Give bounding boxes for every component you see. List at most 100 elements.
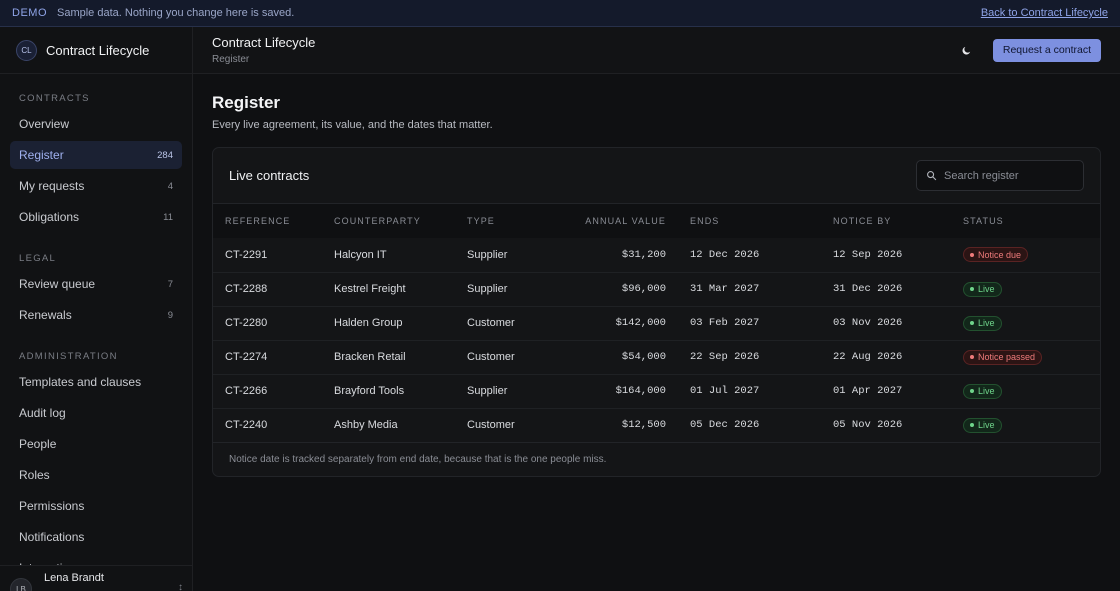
- card-footnote: Notice date is tracked separately from e…: [213, 442, 1100, 475]
- cell-counterparty: Halcyon IT: [334, 248, 387, 261]
- col-reference[interactable]: REFERENCE: [225, 216, 291, 226]
- table-row[interactable]: CT-2280 Halden Group Customer $142,000 0…: [213, 306, 1100, 340]
- col-status[interactable]: STATUS: [963, 216, 1004, 226]
- breadcrumb: Register: [212, 54, 250, 65]
- sidebar-item-label: Templates and clauses: [19, 375, 142, 389]
- sidebar-item-review-queue[interactable]: Review queue 7: [10, 270, 182, 298]
- sidebar-item-permissions[interactable]: Permissions: [10, 492, 182, 520]
- col-counterparty[interactable]: COUNTERPARTY: [334, 216, 421, 226]
- sidebar-item-renewals[interactable]: Renewals 9: [10, 301, 182, 329]
- cell-type: Customer: [467, 317, 515, 329]
- search-input[interactable]: [944, 169, 1074, 182]
- cell-notice-by: 31 Dec 2026: [833, 283, 903, 295]
- cell-annual-value: $54,000: [621, 351, 666, 363]
- sidebar-item-register[interactable]: Register 284: [10, 141, 182, 169]
- col-annual-value[interactable]: ANNUAL VALUE: [585, 216, 666, 226]
- contracts-table: REFERENCE COUNTERPARTY TYPE ANNUAL VALUE…: [213, 204, 1100, 442]
- cell-annual-value: $96,000: [621, 283, 666, 295]
- cell-ends: 03 Feb 2027: [690, 317, 760, 329]
- status-dot: [970, 389, 974, 393]
- sidebar-item-templates[interactable]: Templates and clauses: [10, 368, 182, 396]
- back-link[interactable]: Back to Contract Lifecycle: [980, 7, 1108, 19]
- status-label: Notice due: [978, 249, 1022, 260]
- search-icon: [927, 171, 937, 181]
- status-badge: Live: [963, 383, 1002, 399]
- nav-label-administration: ADMINISTRATION: [19, 351, 118, 362]
- cell-annual-value: $31,200: [621, 248, 666, 261]
- sidebar-item-my-requests[interactable]: My requests 4: [10, 172, 182, 200]
- theme-toggle-button[interactable]: [957, 40, 977, 60]
- status-label: Notice passed: [978, 352, 1036, 362]
- demo-tag: DEMO: [12, 7, 47, 19]
- nav-group-contracts: CONTRACTS Overview Register 284 My reque…: [0, 86, 192, 231]
- sidebar-item-label: Overview: [19, 117, 70, 131]
- cell-type: Supplier: [467, 385, 508, 397]
- cell-notice-by: 05 Nov 2026: [833, 419, 903, 432]
- demo-banner: DEMO Sample data. Nothing you change her…: [0, 0, 1120, 27]
- status-label: Live: [978, 420, 995, 431]
- status-badge: Live: [963, 417, 1002, 433]
- status-badge: Live: [963, 281, 1002, 297]
- sidebar-item-label: Roles: [19, 468, 50, 482]
- nav-label-contracts: CONTRACTS: [19, 93, 90, 104]
- sidebar-item-count: 11: [163, 211, 173, 223]
- cell-status: Live: [951, 306, 1100, 340]
- cell-counterparty: Kestrel Freight: [334, 283, 406, 295]
- cell-type: Customer: [467, 351, 515, 363]
- table-row[interactable]: CT-2266 Brayford Tools Supplier $164,000…: [213, 374, 1100, 408]
- table-row[interactable]: CT-2288 Kestrel Freight Supplier $96,000…: [213, 272, 1100, 306]
- nav-group-legal: LEGAL Review queue 7 Renewals 9: [0, 246, 192, 329]
- cell-ends: 01 Jul 2027: [690, 385, 760, 397]
- search-box[interactable]: [916, 160, 1084, 191]
- cell-status: Notice due: [951, 238, 1100, 272]
- sidebar-item-audit-log[interactable]: Audit log: [10, 399, 182, 427]
- cell-type: Supplier: [467, 283, 508, 295]
- user-menu[interactable]: LB Lena Brandt ↕: [0, 565, 192, 591]
- cell-status: Live: [951, 374, 1100, 408]
- card-title: Live contracts: [229, 168, 310, 183]
- sidebar-item-label: My requests: [19, 179, 85, 193]
- contracts-card: Live contracts REFERENCE COUNTERPARTY TY…: [212, 147, 1101, 477]
- cell-notice-by: 01 Apr 2027: [833, 385, 903, 397]
- brand-name: Contract Lifecycle: [46, 42, 150, 58]
- sidebar-item-obligations[interactable]: Obligations 11: [10, 203, 182, 231]
- status-dot: [970, 355, 974, 359]
- sidebar-item-label: Notifications: [19, 530, 85, 544]
- cell-counterparty: Bracken Retail: [334, 351, 406, 363]
- status-label: Live: [978, 284, 995, 294]
- col-notice-by[interactable]: NOTICE BY: [833, 216, 892, 226]
- status-badge: Live: [963, 315, 1002, 331]
- user-name: Lena Brandt: [44, 572, 104, 584]
- sidebar-item-overview[interactable]: Overview: [10, 110, 182, 138]
- cell-ends: 22 Sep 2026: [690, 351, 760, 363]
- avatar: LB: [10, 578, 32, 591]
- sidebar-item-label: Review queue: [19, 277, 96, 291]
- cell-reference: CT-2291: [225, 248, 268, 261]
- cell-reference: CT-2288: [225, 283, 268, 295]
- cell-counterparty: Brayford Tools: [334, 385, 405, 397]
- col-type[interactable]: TYPE: [467, 216, 495, 226]
- table-row[interactable]: CT-2291 Halcyon IT Supplier $31,200 12 D…: [213, 238, 1100, 272]
- page-subtitle: Every live agreement, its value, and the…: [212, 119, 493, 131]
- cell-ends: 12 Dec 2026: [690, 248, 760, 261]
- sidebar-item-notifications[interactable]: Notifications: [10, 523, 182, 551]
- table-body: CT-2291 Halcyon IT Supplier $31,200 12 D…: [213, 238, 1100, 442]
- table-header-row: REFERENCE COUNTERPARTY TYPE ANNUAL VALUE…: [213, 204, 1100, 238]
- cell-notice-by: 22 Aug 2026: [833, 351, 903, 363]
- sidebar-item-count: 4: [167, 180, 173, 192]
- status-dot: [970, 423, 974, 428]
- sidebar-item-label: Obligations: [19, 210, 80, 224]
- nav-group-administration: ADMINISTRATION Templates and clauses Aud…: [0, 344, 192, 582]
- sidebar-item-roles[interactable]: Roles: [10, 461, 182, 489]
- cell-status: Live: [951, 408, 1100, 442]
- status-label: Live: [978, 386, 995, 396]
- request-contract-button[interactable]: Request a contract: [992, 38, 1101, 62]
- status-dot: [970, 321, 974, 325]
- table-row[interactable]: CT-2274 Bracken Retail Customer $54,000 …: [213, 340, 1100, 374]
- cell-counterparty: Halden Group: [334, 317, 403, 329]
- brand[interactable]: CL Contract Lifecycle: [0, 27, 192, 74]
- table-row[interactable]: CT-2240 Ashby Media Customer $12,500 05 …: [213, 408, 1100, 442]
- sidebar-item-people[interactable]: People: [10, 430, 182, 458]
- col-ends[interactable]: ENDS: [690, 216, 720, 226]
- cell-reference: CT-2266: [225, 385, 268, 397]
